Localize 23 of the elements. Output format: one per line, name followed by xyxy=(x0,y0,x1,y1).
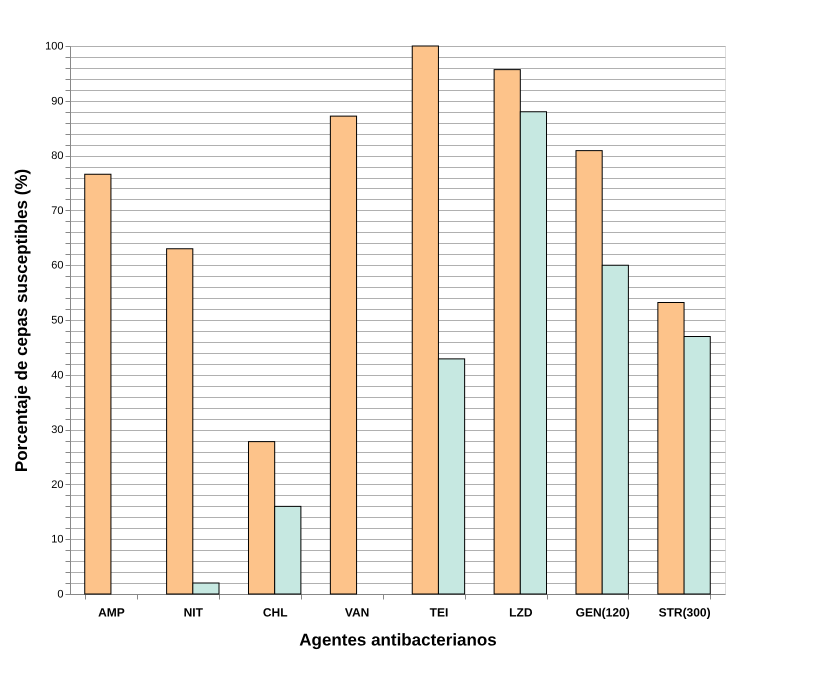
y-tick-label: 60 xyxy=(51,260,64,272)
bar xyxy=(84,174,112,594)
y-tick-label: 80 xyxy=(51,150,64,162)
x-tick-label: LZD xyxy=(509,606,533,620)
x-tick-label: NIT xyxy=(184,606,204,620)
y-tick-label: 90 xyxy=(51,95,64,108)
y-tick-label: 100 xyxy=(45,40,64,52)
bar xyxy=(330,116,358,594)
x-tick-label: VAN xyxy=(344,606,370,620)
y-tick-label: 30 xyxy=(51,424,64,436)
x-tick-label: AMP xyxy=(98,606,125,620)
y-tick-label: 10 xyxy=(51,534,64,546)
y-axis-title: Porcentaje de cepas susceptibles (%) xyxy=(12,168,32,472)
x-tick-label: CHL xyxy=(262,606,288,620)
y-tick-label: 40 xyxy=(51,369,64,382)
y-tick-label: 0 xyxy=(57,588,64,600)
x-tick-label: STR(300) xyxy=(658,606,711,620)
y-tick-label: 50 xyxy=(51,314,64,326)
x-tick-label: GEN(120) xyxy=(576,606,630,620)
y-tick-label: 20 xyxy=(51,478,64,491)
x-tick-label: TEI xyxy=(430,606,448,620)
y-tick-label: 70 xyxy=(51,204,64,217)
x-axis-title: Agentes antibacterianos xyxy=(299,630,497,650)
